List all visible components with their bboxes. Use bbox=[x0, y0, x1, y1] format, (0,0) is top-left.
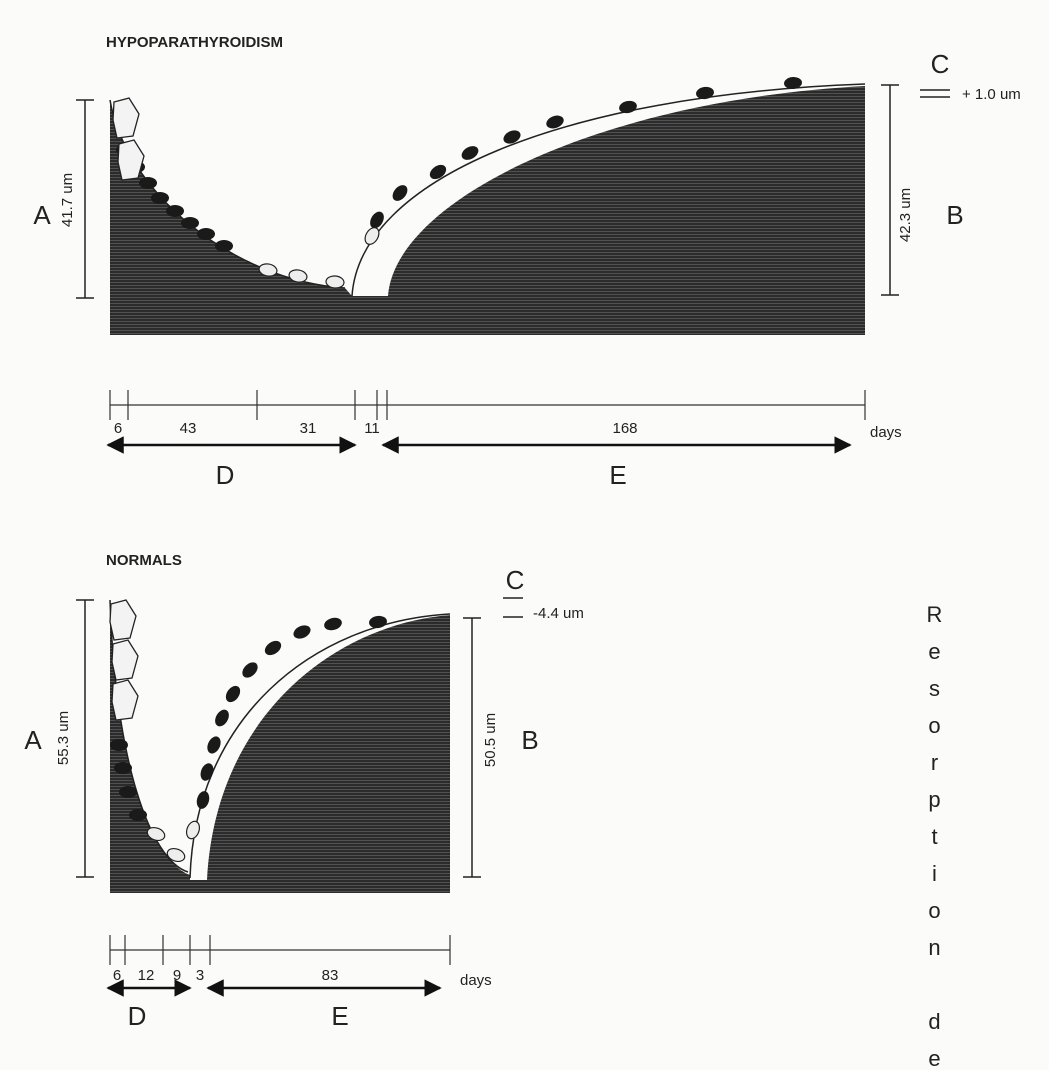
cell bbox=[146, 826, 166, 842]
d-label: D bbox=[128, 1001, 147, 1031]
cell bbox=[696, 86, 714, 100]
cell bbox=[151, 192, 169, 204]
cell bbox=[215, 240, 233, 252]
osteoclast bbox=[117, 139, 145, 181]
cell bbox=[619, 100, 637, 114]
cell bbox=[207, 736, 221, 754]
cell bbox=[225, 685, 241, 703]
cell bbox=[119, 786, 137, 798]
cell bbox=[197, 228, 215, 240]
a-label: A bbox=[24, 725, 42, 755]
osteoclast bbox=[111, 679, 139, 721]
bone bbox=[110, 86, 865, 335]
cell bbox=[392, 185, 408, 201]
b-measure: 50.5 um bbox=[482, 713, 499, 767]
cell bbox=[181, 217, 199, 229]
cell bbox=[166, 205, 184, 217]
timeline-label: 9 bbox=[173, 967, 181, 984]
cell bbox=[264, 640, 282, 656]
c-measure: + 1.0 um bbox=[962, 86, 1021, 103]
cell bbox=[139, 177, 157, 189]
e-label: E bbox=[331, 1001, 348, 1031]
osteoclast bbox=[111, 639, 139, 681]
a-measure: 41.7 um bbox=[59, 173, 76, 227]
cell bbox=[129, 809, 147, 821]
timeline-label: 168 bbox=[612, 420, 637, 437]
cell bbox=[166, 847, 186, 863]
c-label: C bbox=[931, 49, 950, 79]
cell bbox=[114, 762, 132, 774]
cell bbox=[546, 115, 564, 129]
a-measure: 55.3 um bbox=[55, 711, 72, 765]
cell bbox=[293, 625, 311, 639]
c-label: C bbox=[506, 565, 525, 595]
cell bbox=[200, 763, 214, 781]
b-label: B bbox=[521, 725, 538, 755]
d-label: D bbox=[216, 460, 235, 490]
cell bbox=[784, 76, 802, 90]
cell bbox=[429, 164, 447, 180]
cell bbox=[364, 227, 380, 245]
panel-title: NORMALS bbox=[106, 552, 182, 569]
cell bbox=[215, 709, 229, 727]
osteoclast bbox=[112, 97, 140, 139]
a-label: A bbox=[33, 200, 51, 230]
osteoclast bbox=[109, 599, 137, 641]
cell bbox=[324, 617, 342, 631]
cell bbox=[185, 820, 201, 840]
panel-title: HYPOPARATHYROIDISM bbox=[106, 34, 283, 51]
b-label: B bbox=[946, 200, 963, 230]
c-measure: -4.4 um bbox=[533, 605, 584, 622]
cell bbox=[461, 146, 479, 160]
cell bbox=[196, 791, 210, 809]
cell bbox=[288, 269, 308, 283]
cell bbox=[325, 275, 345, 289]
e-label: E bbox=[609, 460, 626, 490]
timeline-label: 43 bbox=[180, 420, 197, 437]
days-label: days bbox=[870, 424, 902, 441]
timeline-label: 31 bbox=[300, 420, 317, 437]
bone bbox=[110, 600, 450, 893]
cell bbox=[242, 662, 258, 678]
timeline-label: 12 bbox=[138, 967, 155, 984]
timeline-label: 6 bbox=[114, 420, 122, 437]
cell bbox=[370, 211, 384, 229]
side-text: Resorption dep bbox=[922, 602, 947, 1070]
cell bbox=[258, 263, 278, 277]
days-label: days bbox=[460, 972, 492, 989]
cell bbox=[110, 739, 128, 751]
timeline-label: 3 bbox=[196, 967, 204, 984]
b-measure: 42.3 um bbox=[897, 188, 914, 242]
timeline-label: 6 bbox=[113, 967, 121, 984]
timeline-label: 11 bbox=[364, 420, 380, 437]
cell bbox=[503, 130, 521, 144]
cell bbox=[369, 615, 387, 629]
timeline-label: 83 bbox=[322, 967, 339, 984]
